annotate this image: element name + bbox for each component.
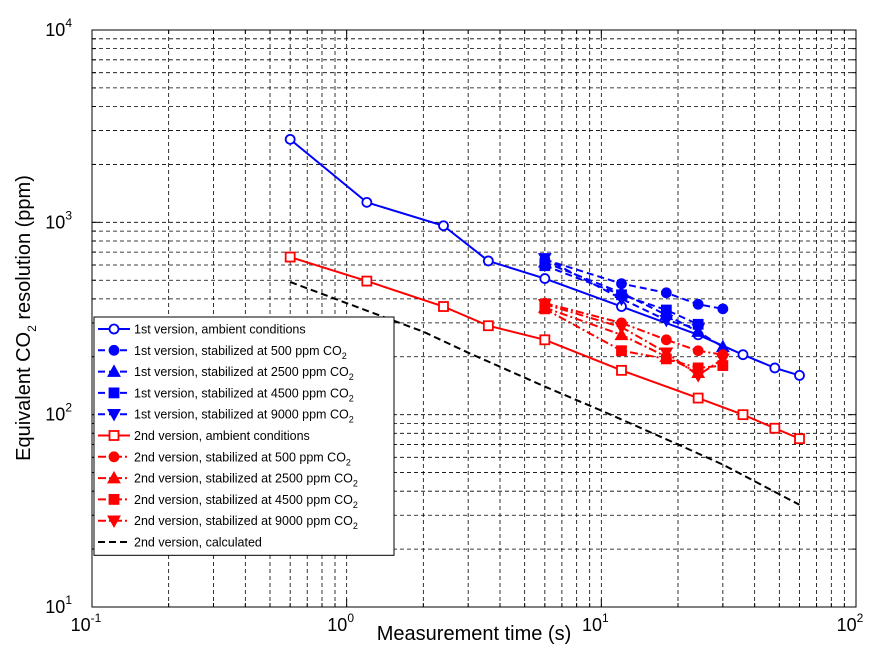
y-tick-label: 101 (45, 593, 72, 617)
legend-label: 1st version, stabilized at 2500 ppm CO2 (134, 365, 354, 382)
series-line (544, 257, 699, 330)
legend-item: 1st version, stabilized at 4500 ppm CO2 (98, 386, 354, 403)
data-point (660, 304, 672, 316)
data-point (660, 334, 672, 346)
x-tick-label: 102 (837, 611, 864, 635)
legend-item: 2nd version, stabilized at 4500 ppm CO2 (98, 493, 358, 510)
legend-marker (108, 493, 120, 505)
legend-marker (107, 408, 121, 422)
data-point (616, 345, 627, 357)
series-9 (537, 299, 730, 383)
data-point (438, 301, 449, 312)
legend-label: 2nd version, ambient conditions (134, 429, 310, 443)
legend-marker (108, 387, 120, 399)
x-axis-title: Measurement time (s) (377, 623, 572, 645)
series-layer (284, 133, 805, 506)
x-tick-label: 101 (582, 611, 609, 635)
data-point (539, 273, 551, 284)
legend-label: 2nd version, stabilized at 4500 ppm CO2 (134, 493, 358, 510)
ticks (91, 30, 856, 608)
legend-label: 1st version, stabilized at 500 ppm CO2 (134, 344, 347, 361)
y-tick-label: 104 (45, 16, 72, 40)
legend-item: 1st version, stabilized at 9000 ppm CO2 (98, 408, 354, 425)
legend-marker (108, 344, 120, 356)
legend-label: 2nd version, calculated (134, 536, 262, 550)
data-point (794, 370, 805, 381)
data-point (737, 349, 749, 361)
series-line (544, 264, 699, 326)
data-point (361, 196, 373, 208)
data-point (537, 299, 552, 312)
data-point (616, 364, 627, 376)
data-point (717, 303, 729, 315)
legend-marker (108, 451, 120, 463)
series-4 (537, 253, 706, 336)
data-point (691, 370, 706, 383)
plot-frame (91, 29, 857, 608)
data-point (769, 422, 781, 434)
legend: 1st version, ambient conditions 1st versi… (93, 316, 395, 556)
data-point (692, 298, 704, 310)
legend-marker (108, 430, 120, 441)
data-point (482, 255, 494, 267)
legend-label: 2nd version, stabilized at 9000 ppm CO2 (134, 514, 358, 531)
data-point (438, 220, 449, 232)
tick-labels: 10-1 100 101 102 101 102 103 104 (45, 16, 863, 635)
legend-marker (108, 323, 120, 335)
data-point (692, 345, 704, 357)
legend-item: 2nd version, stabilized at 500 ppm CO2 (98, 450, 351, 467)
legend-item: 2nd version, calculated (98, 536, 262, 550)
series-line (289, 256, 800, 440)
data-point (284, 251, 296, 263)
legend-item: 2nd version, stabilized at 2500 ppm CO2 (98, 470, 358, 489)
legend-label: 2nd version, stabilized at 500 ppm CO2 (134, 450, 351, 467)
data-point (537, 253, 552, 266)
legend-label: 2nd version, stabilized at 2500 ppm CO2 (134, 472, 358, 489)
data-point (715, 353, 730, 367)
data-point (692, 392, 704, 404)
series-line (544, 302, 723, 356)
series-line (289, 280, 800, 506)
y-tick-label: 102 (45, 401, 72, 425)
legend-marker (107, 364, 121, 377)
data-point (539, 334, 551, 346)
data-point (794, 433, 805, 445)
data-point (737, 409, 749, 421)
data-point (614, 293, 629, 307)
legend-item: 1st version, stabilized at 2500 ppm CO2 (98, 364, 354, 382)
x-tick-label: 100 (327, 611, 354, 635)
series-10 (289, 280, 800, 506)
x-tick-label: 10-1 (71, 611, 102, 635)
y-tick-label: 103 (45, 208, 72, 232)
data-point (769, 362, 781, 374)
legend-marker (107, 470, 121, 484)
series-5 (284, 251, 805, 445)
legend-box (93, 316, 395, 556)
data-point (361, 275, 373, 287)
data-point (659, 347, 674, 360)
data-point (482, 320, 494, 332)
data-point (691, 323, 706, 336)
y-axis-title: Equivalent CO2 resolution (ppm) (13, 175, 39, 461)
legend-label: 1st version, stabilized at 9000 ppm CO2 (134, 408, 354, 425)
legend-marker (107, 515, 121, 528)
legend-item: 2nd version, ambient conditions (98, 429, 310, 443)
legend-item: 2nd version, stabilized at 9000 ppm CO2 (98, 514, 358, 531)
legend-label: 1st version, ambient conditions (134, 323, 306, 337)
legend-item: 1st version, stabilized at 500 ppm CO2 (98, 344, 347, 361)
data-point (659, 314, 674, 328)
data-point (660, 287, 672, 299)
legend-label: 1st version, stabilized at 4500 ppm CO2 (134, 386, 354, 403)
series-line (289, 138, 800, 377)
data-point (284, 133, 296, 145)
legend-item: 1st version, ambient conditions (98, 323, 306, 337)
data-point (614, 321, 629, 335)
